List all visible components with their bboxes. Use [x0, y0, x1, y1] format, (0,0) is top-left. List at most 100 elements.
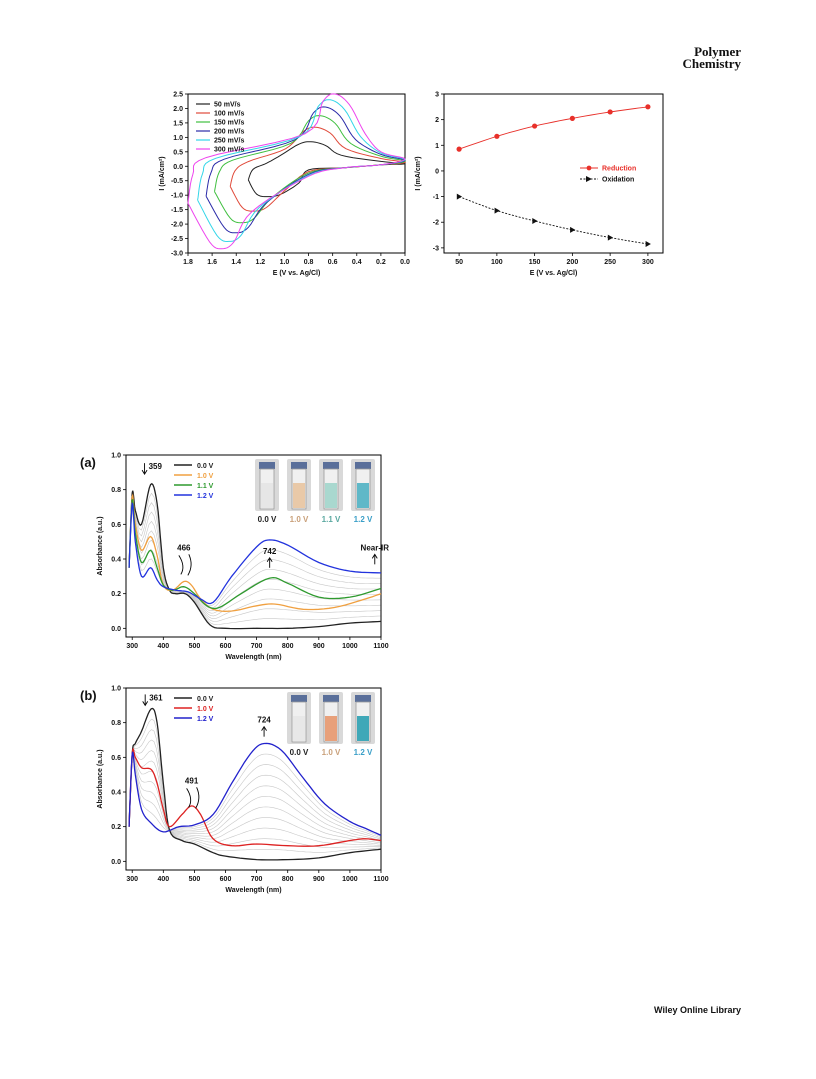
spectra-a-legend-entry: 1.0 V	[197, 473, 214, 480]
cv-x-tick-label: 1.6	[207, 259, 217, 266]
cv-y-tick-label: -2.5	[171, 236, 183, 243]
cv-x-tick-label: 0.8	[304, 259, 314, 266]
cv-y-tick-label: 0.5	[173, 149, 183, 156]
spectra-b-y-tick-label: 0.8	[111, 720, 121, 727]
scanrate-point	[532, 217, 538, 224]
cv-legend-entry: 100 mV/s	[214, 111, 244, 118]
spectra-a-vial-solution	[261, 483, 273, 508]
spectra-a-annotation-arrowhead	[141, 469, 148, 475]
cv-x-tick-label: 1.8	[183, 259, 193, 266]
spectra-a-vial-cap	[291, 462, 307, 469]
cv-x-tick-label: 0.6	[328, 259, 338, 266]
spectra-a-series-line	[128, 502, 382, 605]
cv-y-tick-label: 1.0	[173, 135, 183, 142]
spectra-a-series-line	[128, 493, 382, 612]
spectra-b-intermediate-line	[128, 757, 381, 840]
cv-y-tick-label: 2.5	[173, 92, 183, 99]
cv-series-line	[214, 115, 406, 224]
scanrate-point	[607, 109, 613, 115]
scanrate-x-tick-label: 100	[491, 259, 503, 266]
spectra-a-vial-cap	[259, 462, 275, 469]
spectra-a-vial-label: 1.0 V	[290, 515, 309, 524]
spectra-b-panel-label: (b)	[80, 688, 97, 703]
scanrate-x-tick-label: 300	[642, 259, 654, 266]
scanrate-point	[645, 241, 651, 248]
spectra-a-x-tick-label: 800	[282, 643, 294, 650]
spectra-a-annotation-label: Near-IR	[361, 543, 390, 552]
scanrate-x-tick-label: 200	[567, 259, 579, 266]
cv-y-tick-label: -1.5	[171, 207, 183, 214]
spectra-a-y-tick-label: 1.0	[111, 453, 121, 460]
spectra-b-x-axis-label: Wavelength (nm)	[225, 887, 281, 894]
spectra-a-intermediate-line	[128, 506, 381, 614]
spectra-a-x-tick-label: 500	[189, 643, 201, 650]
scanrate-series-line	[458, 106, 648, 150]
scanrate-x-tick-label: 150	[529, 259, 541, 266]
cv-x-tick-label: 0.0	[400, 259, 410, 266]
cv-x-tick-label: 0.4	[352, 259, 362, 266]
spectra-b-annotation-arrow	[195, 787, 200, 809]
spectra-a-x-tick-label: 900	[313, 643, 325, 650]
cv-legend-entry: 50 mV/s	[214, 102, 241, 109]
spectra-a-x-tick-label: 1000	[342, 643, 358, 650]
spectra-b-x-tick-label: 600	[220, 876, 232, 883]
scanrate-chart: 50 100 150 200 250 300 3 2 1 0 -1 -2 -3 E (V vs. Ag/C…	[415, 92, 664, 277]
cv-x-tick-label: 1.0	[280, 259, 290, 266]
spectra-a-x-tick-label: 700	[251, 643, 263, 650]
spectra-a-x-tick-label: 400	[157, 643, 169, 650]
cv-series-line	[187, 93, 406, 250]
spectra-b-y-axis-label: Absorbance (a.u.)	[97, 749, 104, 808]
spectra-a-annotation-arrowhead	[371, 553, 378, 559]
spectra-a-x-tick-label: 300	[126, 643, 138, 650]
spectra-b-x-tick-label: 500	[189, 876, 201, 883]
spectra-b-vial-solution	[325, 716, 337, 741]
spectra-a-vial-label: 0.0 V	[258, 515, 277, 524]
spectra-a-y-tick-label: 0.2	[111, 591, 121, 598]
spectra-a-intermediate-line	[128, 502, 381, 622]
spectra-b-vial-cap	[323, 695, 339, 702]
cv-y-tick-label: 0.0	[173, 164, 183, 171]
cv-y-axis-label: I (mA/cm²)	[159, 156, 166, 190]
spectra-a-panel-label: (a)	[80, 455, 96, 470]
spectra-a-x-tick-label: 1100	[373, 643, 388, 650]
scanrate-y-tick-label: -3	[433, 245, 439, 252]
spectra-b-plot-frame	[125, 687, 382, 871]
spectra-b-annotation-arrowhead	[142, 701, 149, 707]
cv-legend-entry: 250 mV/s	[214, 138, 244, 145]
spectra-b-annotation-arrowhead	[261, 725, 267, 731]
spectra-a-vial-solution	[325, 483, 337, 508]
spectra-b-vial-label: 1.0 V	[322, 748, 341, 757]
spectra-b-x-tick-label: 1100	[373, 876, 388, 883]
journal-name: Polymer Chemistry	[682, 44, 742, 71]
scanrate-x-tick-label: 50	[455, 259, 463, 266]
publisher-footer: Wiley Online Library	[654, 1005, 741, 1015]
spectra-a-y-axis-label: Absorbance (a.u.)	[97, 516, 104, 575]
scanrate-point	[494, 207, 500, 214]
spectra-a-annotation-label: 742	[263, 547, 277, 556]
cv-plot-frame	[187, 93, 406, 254]
scanrate-point	[532, 123, 538, 129]
scanrate-y-tick-label: 0	[435, 168, 439, 175]
scanrate-legend-marker	[586, 176, 592, 182]
journal-name-line2: Chemistry	[682, 56, 742, 71]
spectra-a-annotation-arrow	[187, 554, 192, 576]
cv-legend-entry: 150 mV/s	[214, 120, 244, 127]
spectra-b-intermediate-line	[128, 739, 381, 846]
spectra-a-x-axis-label: Wavelength (nm)	[225, 654, 281, 661]
spectra-a-intermediate-line	[128, 507, 381, 612]
cv-chart: 1.8 1.6 1.4 1.2 1.0 0.8 0.6 0.4 0.2 0.0 2.5 2.0 1.5 1…	[159, 92, 410, 278]
spectra-a-annotation-label: 466	[177, 543, 191, 552]
spectra-b-y-tick-label: 0.4	[111, 790, 121, 797]
spectra-b-y-tick-label: 1.0	[111, 686, 121, 693]
spectra-b-x-tick-label: 800	[282, 876, 294, 883]
spectra-a-x-tick-label: 600	[220, 643, 232, 650]
spectra-a-y-tick-label: 0.8	[111, 487, 121, 494]
spectra-a-y-tick-label: 0.4	[111, 557, 121, 564]
spectra-a-legend-entry: 1.1 V	[197, 483, 214, 490]
scanrate-x-tick-label: 250	[604, 259, 616, 266]
cv-series-line	[229, 126, 407, 212]
cv-y-tick-label: -0.5	[171, 178, 183, 185]
cv-x-tick-label: 1.4	[231, 259, 241, 266]
journal-name-line1: Polymer	[694, 44, 741, 59]
spectra-a-vial-solution	[293, 483, 305, 508]
